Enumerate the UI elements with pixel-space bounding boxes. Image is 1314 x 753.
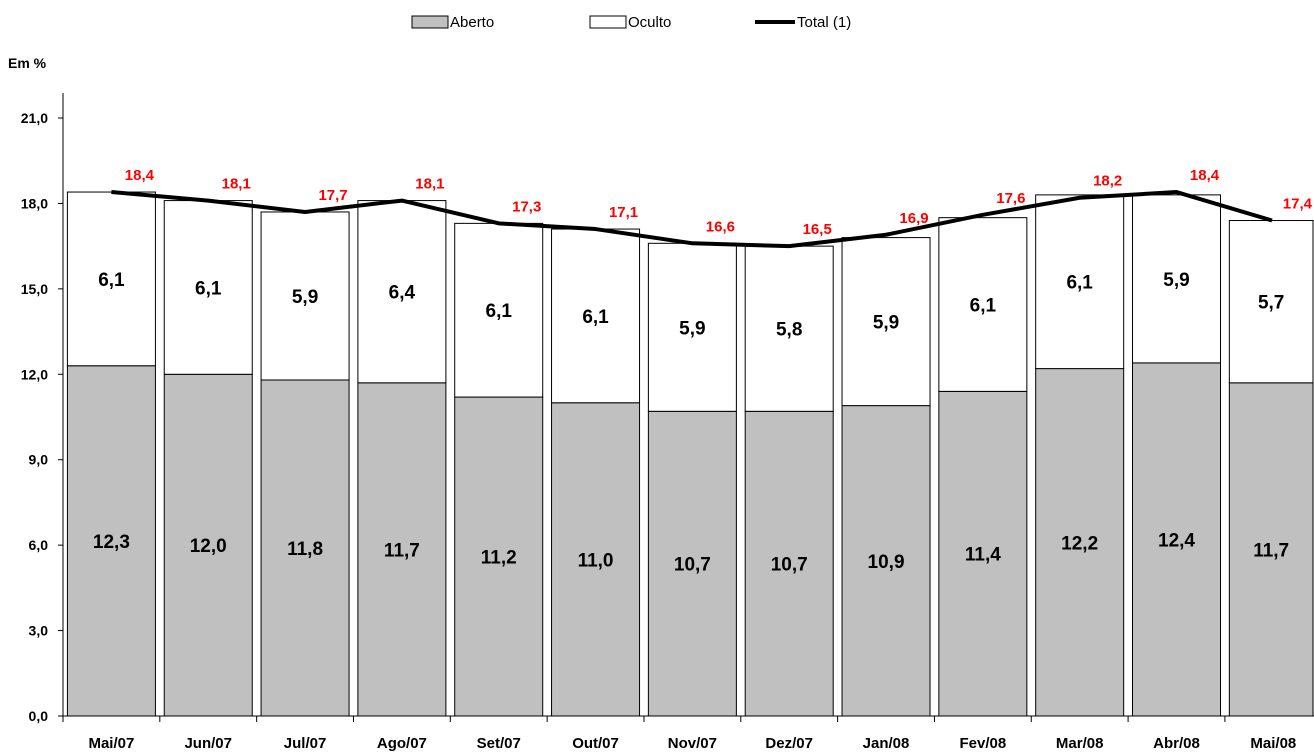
bar-oculto — [1132, 194, 1222, 364]
bar-oculto — [744, 245, 834, 412]
bar-aberto — [1228, 382, 1314, 717]
legend-label: Aberto — [450, 14, 494, 31]
total-value-label: 18,2 — [1093, 173, 1122, 190]
total-value-label: 17,3 — [512, 198, 541, 215]
total-value-label: 16,6 — [706, 218, 735, 235]
x-category-label: Nov/07 — [668, 735, 717, 752]
legend-swatch-oculto — [589, 15, 627, 29]
legend-label: Total (1) — [797, 14, 851, 31]
bar-aberto-label: 10,9 — [868, 552, 905, 573]
x-category-label: Jan/08 — [863, 735, 910, 752]
x-category-label: Dez/07 — [765, 735, 813, 752]
x-category-label: Abr/08 — [1153, 735, 1200, 752]
x-category-label: Set/07 — [477, 735, 521, 752]
total-value-label: 17,1 — [609, 204, 638, 221]
bar-oculto-label: 5,9 — [873, 313, 899, 334]
bar-aberto-label: 10,7 — [674, 555, 711, 576]
x-category-label: Ago/07 — [377, 735, 427, 752]
total-value-label: 18,1 — [415, 176, 444, 193]
bar-oculto-label: 5,9 — [292, 287, 318, 308]
legend-label: Oculto — [628, 14, 671, 31]
x-category-label: Fev/08 — [960, 735, 1007, 752]
x-category-label: Mai/07 — [88, 735, 134, 752]
total-value-label: 16,9 — [899, 210, 928, 227]
x-category-label: Mar/08 — [1056, 735, 1104, 752]
bar-oculto-label: 6,1 — [1066, 273, 1093, 294]
bar-aberto — [357, 382, 447, 717]
bar-aberto — [551, 402, 641, 717]
bar-aberto — [647, 410, 737, 717]
y-tick-label: 3,0 — [29, 623, 49, 639]
bar-oculto-label: 6,1 — [582, 307, 609, 328]
bar-oculto — [66, 191, 156, 367]
x-category-label: Jun/07 — [184, 735, 232, 752]
bar-aberto — [1035, 368, 1125, 717]
bar-oculto-label: 6,1 — [98, 270, 125, 291]
bar-aberto-label: 12,3 — [93, 532, 130, 553]
bar-oculto — [1035, 194, 1125, 370]
bar-aberto-label: 12,2 — [1061, 533, 1098, 554]
y-tick-label: 15,0 — [21, 281, 48, 297]
bar-oculto — [841, 237, 931, 407]
total-line — [111, 190, 1273, 249]
y-axis-unit-label: Em % — [8, 55, 47, 71]
bar-oculto-label: 5,8 — [776, 320, 802, 341]
y-tick-label: 0,0 — [29, 708, 49, 724]
bar-aberto-label: 11,8 — [287, 539, 323, 560]
bar-aberto-label: 11,4 — [965, 545, 1001, 566]
total-value-label: 18,4 — [125, 167, 155, 184]
bar-aberto-label: 12,4 — [1158, 530, 1195, 551]
x-axis: Mai/07 Jun/07 Jul/07 Ago/07 Set/07 Out/07 Nov/… — [62, 715, 1314, 752]
y-axis: 0,0 3,0 6,0 9,0 12,0 15,0 18,0 21,0 — [21, 93, 64, 724]
bar-oculto-label: 6,1 — [970, 296, 997, 317]
bar-oculto — [1228, 220, 1314, 384]
y-tick-label: 6,0 — [29, 537, 49, 553]
bar-oculto-label: 6,4 — [389, 283, 416, 304]
bar-aberto — [454, 396, 544, 717]
legend-swatch-aberto — [411, 15, 449, 29]
total-value-label: 17,7 — [318, 187, 347, 204]
bar-oculto-label: 5,9 — [1163, 270, 1189, 291]
y-tick-label: 21,0 — [21, 110, 48, 126]
bar-oculto — [938, 217, 1028, 392]
bar-oculto-label: 5,7 — [1258, 293, 1284, 314]
bar-aberto-label: 11,0 — [578, 550, 614, 571]
total-value-label: 18,1 — [222, 176, 251, 193]
bar-oculto-label: 6,1 — [486, 301, 513, 322]
legend: Aberto Oculto Total (1) — [411, 14, 851, 31]
y-tick-label: 9,0 — [29, 452, 49, 468]
bar-oculto — [163, 200, 253, 375]
x-category-label: Jul/07 — [284, 735, 327, 752]
total-value-label: 17,6 — [996, 190, 1025, 207]
total-value-label: 18,4 — [1190, 167, 1220, 184]
total-value-label: 17,4 — [1283, 196, 1313, 213]
total-line-group: 18,4 18,1 17,7 18,1 17,3 17,1 16,6 16,5 16,9 17,6… — [111, 167, 1313, 249]
bars-group: 12,3 6,1 12,0 6,1 11,8 5,9 11,7 6,4 11,2 6,1 11,0 6… — [66, 191, 1314, 717]
bar-oculto-label: 6,1 — [195, 278, 222, 299]
y-tick-label: 18,0 — [21, 195, 48, 211]
bar-aberto-label: 11,7 — [1253, 540, 1289, 561]
bar-aberto — [260, 379, 350, 717]
y-tick-label: 12,0 — [21, 366, 48, 382]
bar-aberto-label: 11,7 — [384, 540, 420, 561]
bar-oculto — [357, 200, 447, 384]
bar-aberto-label: 12,0 — [190, 536, 227, 557]
bar-aberto — [938, 390, 1028, 717]
bar-aberto-label: 11,2 — [481, 548, 517, 569]
x-category-label: Mai/08 — [1250, 735, 1296, 752]
total-value-label: 16,5 — [803, 221, 832, 238]
bar-oculto — [551, 228, 641, 404]
x-category-label: Out/07 — [572, 735, 619, 752]
bar-aberto-label: 10,7 — [771, 555, 808, 576]
bar-oculto — [454, 222, 544, 398]
bar-oculto-label: 5,9 — [679, 318, 705, 339]
bar-oculto — [260, 211, 350, 381]
